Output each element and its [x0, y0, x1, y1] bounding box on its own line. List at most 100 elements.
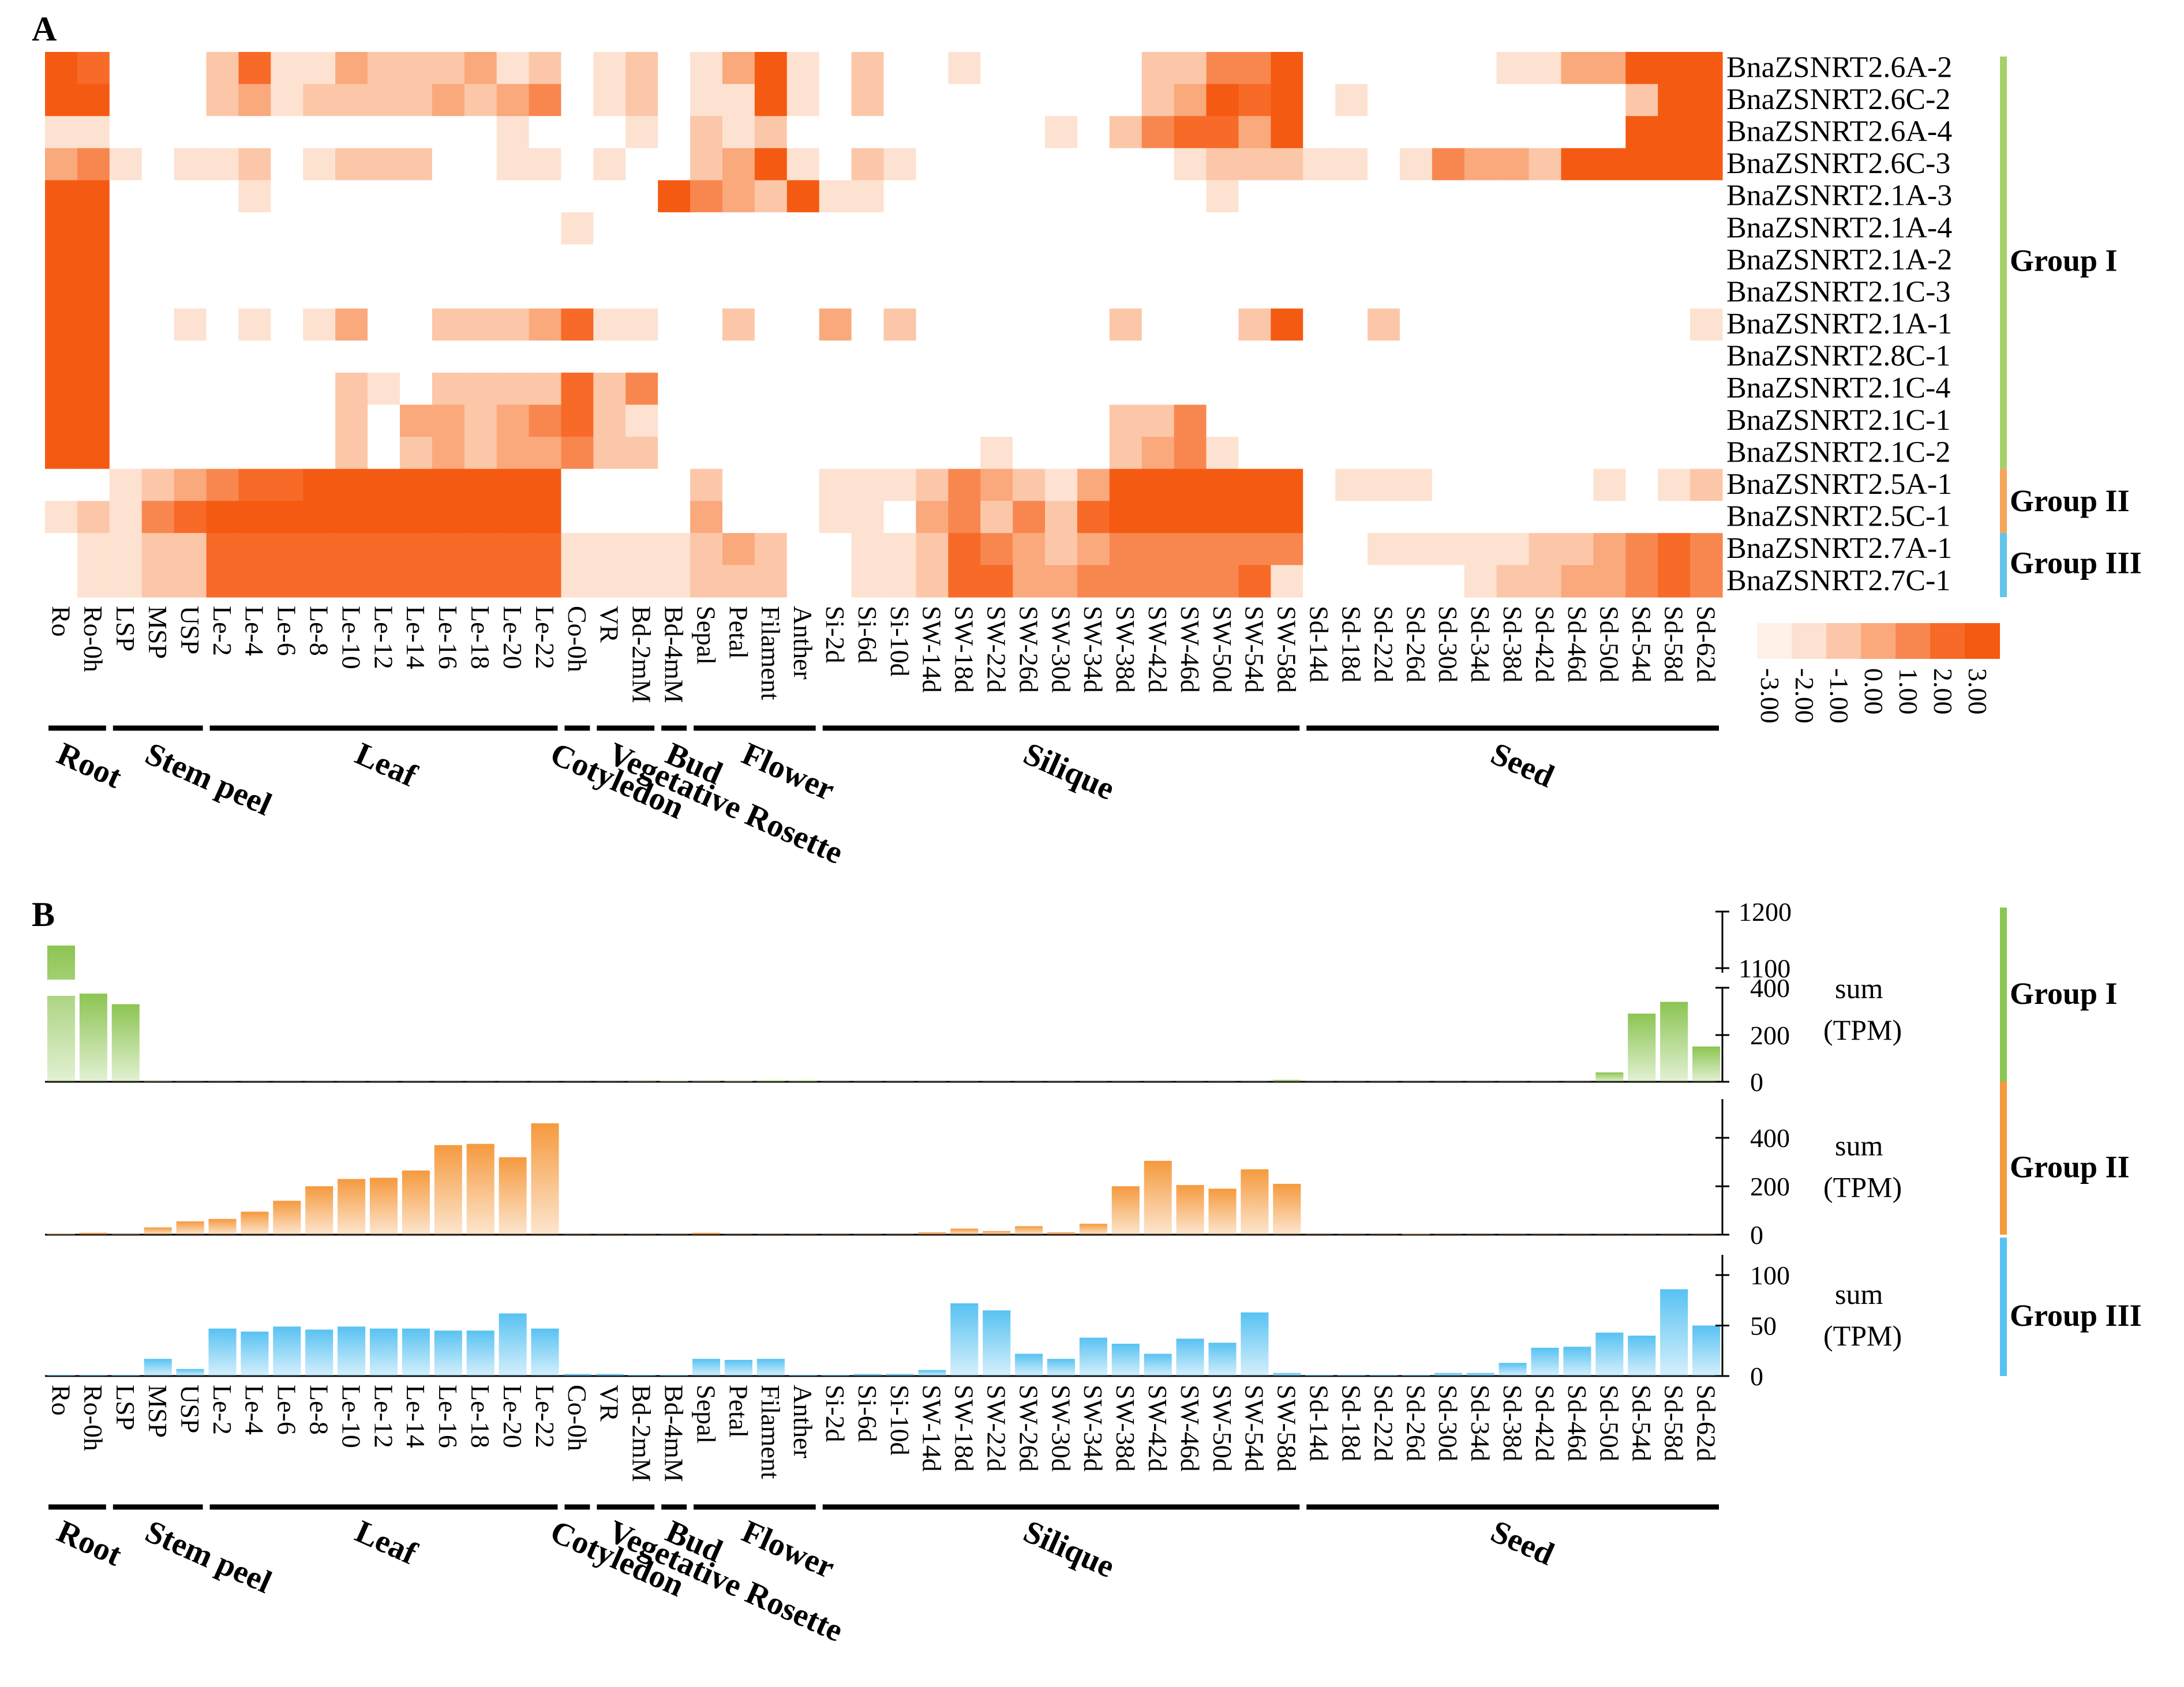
- heatmap-cell: [625, 372, 658, 406]
- heatmap-cell: [174, 52, 207, 85]
- heatmap-cell: [1561, 116, 1594, 149]
- x-tick-label: Sd-46d: [1563, 1385, 1592, 1461]
- heatmap-cell: [1368, 437, 1400, 470]
- heatmap-row-label: BnaZSNRT2.5C-1: [1726, 500, 1950, 533]
- heatmap-cell: [303, 276, 336, 309]
- heatmap-cell: [819, 437, 852, 470]
- heatmap-cell: [786, 276, 820, 309]
- heatmap-cell: [1496, 340, 1530, 373]
- heatmap-cell: [1045, 372, 1078, 406]
- heatmap-cell: [529, 84, 562, 117]
- bar: [1111, 1344, 1140, 1376]
- tissue-label: Root: [52, 736, 128, 796]
- heatmap-cell: [561, 148, 594, 181]
- heatmap-cell: [45, 84, 78, 117]
- x-tick-label: Le-12: [369, 1385, 398, 1448]
- heatmap-cell: [303, 180, 336, 213]
- heatmap-cell: [851, 308, 885, 341]
- heatmap-cell: [786, 180, 820, 213]
- heatmap-cell: [303, 404, 336, 437]
- x-tick-label: Le-4: [240, 1385, 269, 1435]
- heatmap-cell: [529, 372, 562, 406]
- x-tick-label: Sd-50d: [1595, 1385, 1624, 1461]
- bar: [983, 1231, 1011, 1235]
- heatmap-cell: [980, 180, 1013, 213]
- heatmap-cell: [948, 340, 981, 373]
- heatmap-row-label: BnaZSNRT2.6A-4: [1726, 115, 1952, 148]
- heatmap-cell: [819, 244, 852, 277]
- y-tick-label: 0: [1750, 1067, 1763, 1097]
- heatmap-cell: [786, 565, 820, 598]
- heatmap-cell: [335, 276, 368, 309]
- heatmap-cell: [45, 565, 78, 598]
- tissue-label: Seed: [1486, 1513, 1560, 1572]
- heatmap-cell: [1368, 372, 1400, 406]
- heatmap-cell: [1335, 565, 1368, 598]
- heatmap-cell: [1368, 52, 1400, 85]
- heatmap-cell: [1109, 244, 1142, 277]
- heatmap-cell: [980, 404, 1013, 437]
- heatmap-cell: [368, 148, 400, 181]
- x-tick-label: Le-22: [530, 606, 560, 669]
- heatmap-cell: [561, 276, 594, 309]
- heatmap-cell: [754, 468, 788, 501]
- heatmap-cell: [1077, 340, 1110, 373]
- x-tick-label: VR: [595, 606, 624, 643]
- heatmap-cell: [1045, 244, 1078, 277]
- heatmap-cell: [1077, 372, 1110, 406]
- heatmap-cell: [1625, 212, 1658, 245]
- heatmap-cell: [368, 565, 400, 598]
- bar: [1499, 1363, 1527, 1376]
- heatmap-cell: [1335, 116, 1368, 149]
- heatmap-cell: [1141, 533, 1175, 566]
- x-tick-label: Anther: [788, 606, 818, 680]
- x-tick-label: SW-18d: [950, 606, 979, 693]
- heatmap-cell: [1496, 468, 1530, 501]
- heatmap-cell: [1399, 84, 1433, 117]
- heatmap-cell: [1141, 116, 1175, 149]
- heatmap-cell: [948, 148, 981, 181]
- heatmap-cell: [464, 244, 497, 277]
- heatmap-cell: [1206, 148, 1239, 181]
- heatmap-cell: [1658, 180, 1691, 213]
- heatmap-cell: [335, 116, 368, 149]
- heatmap-cell: [399, 565, 433, 598]
- heatmap-cell: [271, 372, 304, 406]
- heatmap-cell: [1109, 308, 1142, 341]
- heatmap-cell: [271, 501, 304, 534]
- heatmap-cell: [1206, 116, 1239, 149]
- heatmap-cell: [980, 84, 1013, 117]
- bar: [1660, 1002, 1688, 1082]
- heatmap-cell: [1593, 501, 1626, 534]
- heatmap-cell: [1141, 340, 1175, 373]
- heatmap-cell: [1238, 244, 1271, 277]
- bar: [950, 1303, 979, 1376]
- heatmap-cell: [1013, 468, 1046, 501]
- heatmap-cell: [625, 501, 658, 534]
- heatmap-row-label: BnaZSNRT2.7C-1: [1726, 564, 1950, 597]
- heatmap-cell: [1690, 437, 1723, 470]
- tissue-label: Silique: [1018, 736, 1120, 807]
- heatmap-cell: [1432, 52, 1465, 85]
- x-tick-label: Sd-18d: [1336, 606, 1366, 683]
- heatmap-cell: [1238, 437, 1271, 470]
- heatmap-cell: [1593, 404, 1626, 437]
- heatmap-cell: [1690, 340, 1723, 373]
- heatmap-cell: [625, 84, 658, 117]
- heatmap-cell: [1496, 565, 1530, 598]
- heatmap-cell: [819, 212, 852, 245]
- bar: [144, 1081, 172, 1082]
- x-tick-label: Sd-34d: [1466, 606, 1495, 683]
- heatmap-cell: [1399, 468, 1433, 501]
- group-label: Group III: [2010, 1298, 2142, 1333]
- heatmap-cell: [1271, 372, 1303, 406]
- heatmap-cell: [368, 52, 400, 85]
- heatmap-cell: [658, 212, 691, 245]
- heatmap-cell: [1368, 340, 1400, 373]
- x-tick-label: SW-50d: [1208, 606, 1237, 693]
- heatmap-cell: [851, 533, 885, 566]
- heatmap-cell: [174, 148, 207, 181]
- heatmap-cell: [206, 212, 239, 245]
- heatmap-cell: [1141, 148, 1175, 181]
- heatmap-cell: [561, 180, 594, 213]
